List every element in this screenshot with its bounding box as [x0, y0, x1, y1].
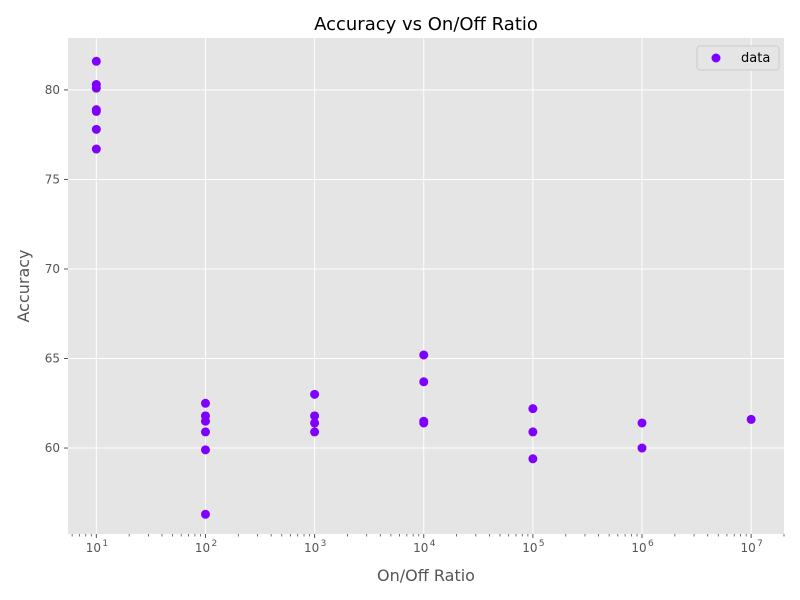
y-axis-ticks: 60 65 70 75 80: [45, 83, 68, 455]
x-axis-ticks: 10 1 10 2 10 3 10 4 10 5 10 6 10 7: [86, 534, 763, 555]
data-point: [310, 418, 320, 428]
data-point: [91, 106, 101, 116]
data-point: [528, 427, 538, 437]
x-tick-exponent: 7: [757, 539, 763, 549]
x-axis-label: On/Off Ratio: [377, 566, 475, 585]
x-tick-exponent: 1: [102, 539, 108, 549]
data-point: [200, 398, 210, 408]
x-tick-exponent: 4: [430, 539, 436, 549]
y-tick-label: 75: [45, 172, 60, 186]
x-tick-exponent: 3: [321, 539, 327, 549]
x-tick-label: 10: [304, 541, 319, 555]
data-point: [91, 144, 101, 154]
legend-box: [696, 45, 780, 71]
x-tick-label: 10: [741, 541, 756, 555]
data-point: [310, 411, 320, 421]
data-point: [746, 414, 756, 424]
data-point: [419, 350, 429, 360]
data-point: [528, 454, 538, 464]
data-point: [91, 124, 101, 134]
data-point: [91, 83, 101, 93]
legend-label: data: [741, 51, 770, 66]
data-point: [637, 443, 647, 453]
legend-marker: [711, 53, 721, 63]
x-tick-exponent: 5: [539, 539, 545, 549]
x-tick-label: 10: [195, 541, 210, 555]
data-points: [91, 56, 756, 519]
y-axis-label: Accuracy: [14, 249, 33, 322]
y-tick-label: 80: [45, 83, 60, 97]
data-point: [200, 427, 210, 437]
data-point: [200, 509, 210, 519]
data-point: [637, 418, 647, 428]
y-tick-label: 65: [45, 352, 60, 366]
y-tick-label: 60: [45, 441, 60, 455]
plot-area: [68, 38, 784, 534]
x-minor-ticks: [71, 534, 785, 537]
grid-lines: [68, 38, 784, 534]
y-tick-label: 70: [45, 262, 60, 276]
x-tick-label: 10: [86, 541, 101, 555]
data-point: [528, 404, 538, 414]
data-point: [310, 427, 320, 437]
data-point: [310, 389, 320, 399]
x-tick-label: 10: [413, 541, 428, 555]
x-tick-label: 10: [522, 541, 537, 555]
data-point: [91, 56, 101, 66]
x-tick-label: 10: [631, 541, 646, 555]
legend: data: [696, 45, 780, 71]
data-point: [200, 416, 210, 426]
data-point: [419, 377, 429, 387]
chart-title: Accuracy vs On/Off Ratio: [314, 14, 538, 35]
x-tick-exponent: 6: [648, 539, 654, 549]
x-tick-exponent: 2: [211, 539, 217, 549]
data-point: [419, 418, 429, 428]
data-point: [200, 445, 210, 455]
